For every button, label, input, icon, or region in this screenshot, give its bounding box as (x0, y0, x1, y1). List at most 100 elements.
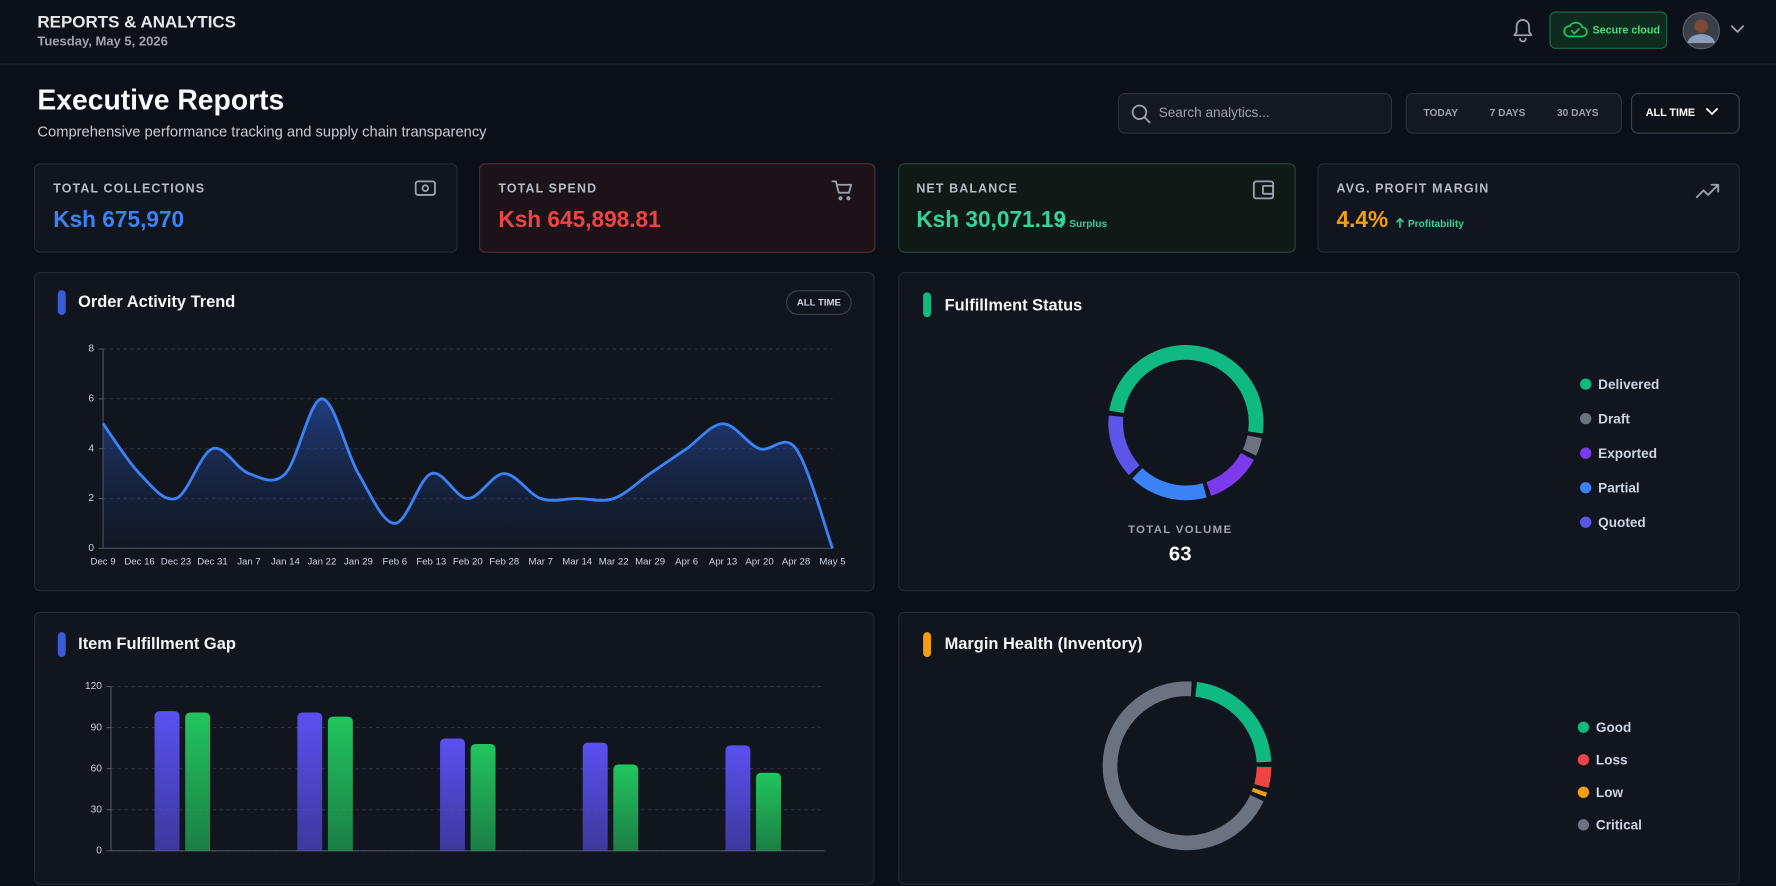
kpi-value: Ksh 675,970 (53, 206, 184, 232)
kpi-label: TOTAL SPEND (498, 182, 597, 196)
x-tick-label: Jan 29 (344, 556, 373, 567)
bar (613, 764, 639, 851)
x-tick-label: Feb 28 (489, 556, 519, 567)
y-tick-label: 0 (96, 845, 102, 856)
range-badge-label: ALL TIME (797, 298, 842, 309)
total-value: 63 (1169, 544, 1192, 566)
filter-30-days[interactable]: 30 DAYS (1557, 108, 1599, 119)
app-title: REPORTS & ANALYTICS (37, 12, 236, 31)
wallet-icon-flap (1262, 184, 1275, 195)
legend-swatch (1577, 721, 1590, 733)
y-tick-label: 120 (85, 681, 102, 692)
donut-slice (1102, 681, 1264, 851)
notifications[interactable] (1513, 19, 1533, 43)
legend-label: Exported (1598, 446, 1657, 461)
kpi-note: Surplus (1069, 219, 1107, 230)
x-tick-label: Jan 7 (237, 556, 261, 567)
y-tick-label: 60 (91, 763, 103, 774)
y-tick-label: 0 (88, 543, 94, 554)
accent-bar (57, 290, 66, 316)
bar (297, 712, 323, 851)
donut-slice (1109, 344, 1264, 434)
chart-title: Fulfillment Status (945, 296, 1083, 314)
profile-menu[interactable] (1682, 12, 1745, 50)
bar (185, 712, 211, 851)
x-tick-label: Apr 28 (782, 556, 810, 567)
legend-label: Loss (1596, 753, 1628, 768)
up-arrow (1057, 217, 1066, 228)
legend-label: Critical (1596, 818, 1642, 833)
x-tick-label: Apr 20 (745, 556, 773, 567)
search-icon-handle (1143, 116, 1151, 124)
bell-icon (1513, 19, 1533, 43)
up-arrow (1396, 217, 1404, 228)
x-tick-label: Mar 7 (528, 556, 553, 567)
donut-slice (1254, 766, 1272, 788)
x-tick-label: Mar 14 (562, 556, 593, 567)
total-label: TOTAL VOLUME (1128, 524, 1232, 536)
legend-swatch (1577, 819, 1590, 831)
filter-today[interactable]: TODAY (1423, 108, 1458, 119)
app-date: Tuesday, May 5, 2026 (37, 33, 167, 48)
search-icon (1131, 104, 1148, 120)
kpi-label: NET BALANCE (916, 182, 1018, 196)
x-tick-label: Dec 23 (161, 556, 191, 567)
range-badge[interactable] (786, 290, 852, 316)
x-tick-label: Feb 20 (453, 556, 483, 567)
legend-label: Draft (1598, 411, 1630, 426)
kpi-card (898, 163, 1296, 253)
search-box[interactable]: Search analytics... (1117, 93, 1393, 134)
donut-slice (1195, 682, 1272, 763)
legend-swatch (1580, 447, 1592, 459)
search-field (1117, 93, 1393, 134)
x-tick-label: Dec 9 (91, 556, 116, 567)
y-tick-label: 30 (91, 804, 103, 815)
filter-7-days[interactable]: 7 DAYS (1490, 108, 1526, 119)
chart-title: Order Activity Trend (78, 293, 235, 311)
kpi-value: Ksh 30,071.19 (916, 206, 1066, 232)
badge-label: Secure cloud (1593, 25, 1661, 37)
x-tick-label: Jan 14 (271, 556, 301, 567)
avatar-body (1687, 34, 1715, 44)
cash-icon (414, 180, 436, 196)
chart-title: Margin Health (Inventory) (945, 635, 1143, 653)
legend-swatch (1580, 482, 1592, 494)
legend-swatch (1580, 516, 1592, 528)
donut-slice (1108, 415, 1140, 476)
legend-label: Low (1596, 785, 1624, 800)
filter-all-time[interactable]: ALL TIME (1631, 93, 1740, 134)
donut-slice (1132, 467, 1207, 501)
chevron (1706, 107, 1719, 116)
filter-all-time-label: ALL TIME (1646, 107, 1695, 119)
cart-icon (831, 180, 853, 201)
bar (440, 738, 465, 851)
accent-bar (57, 632, 66, 658)
y-tick-label: 2 (88, 493, 94, 504)
filter-all-time-box (1631, 93, 1740, 134)
kpi-label: AVG. PROFIT MARGIN (1337, 182, 1490, 196)
chart-title: Item Fulfillment Gap (78, 635, 236, 653)
legend-swatch (1580, 412, 1592, 425)
kpi-card (479, 163, 876, 253)
bar (582, 742, 608, 851)
accent-bar (923, 632, 932, 658)
kpi-note: Profitability (1408, 219, 1464, 230)
legend-swatch (1577, 786, 1590, 798)
chart-card (898, 271, 1740, 592)
cash-icon-coin (421, 184, 430, 192)
top-bar (0, 0, 1776, 64)
kpi-card (1317, 163, 1740, 253)
line-area (103, 398, 833, 549)
x-tick-label: May 5 (819, 556, 845, 567)
search-placeholder: Search analytics... (1159, 105, 1270, 120)
avatar-head (1694, 19, 1709, 33)
x-tick-label: Feb 13 (416, 556, 446, 567)
legend-swatch (1577, 754, 1590, 766)
chevron (1730, 25, 1745, 33)
bar (725, 745, 751, 851)
line (101, 397, 834, 549)
x-tick-label: Jan 22 (307, 556, 336, 567)
kpi-card (33, 163, 458, 253)
secure-cloud-badge[interactable]: Secure cloud (1549, 11, 1668, 49)
